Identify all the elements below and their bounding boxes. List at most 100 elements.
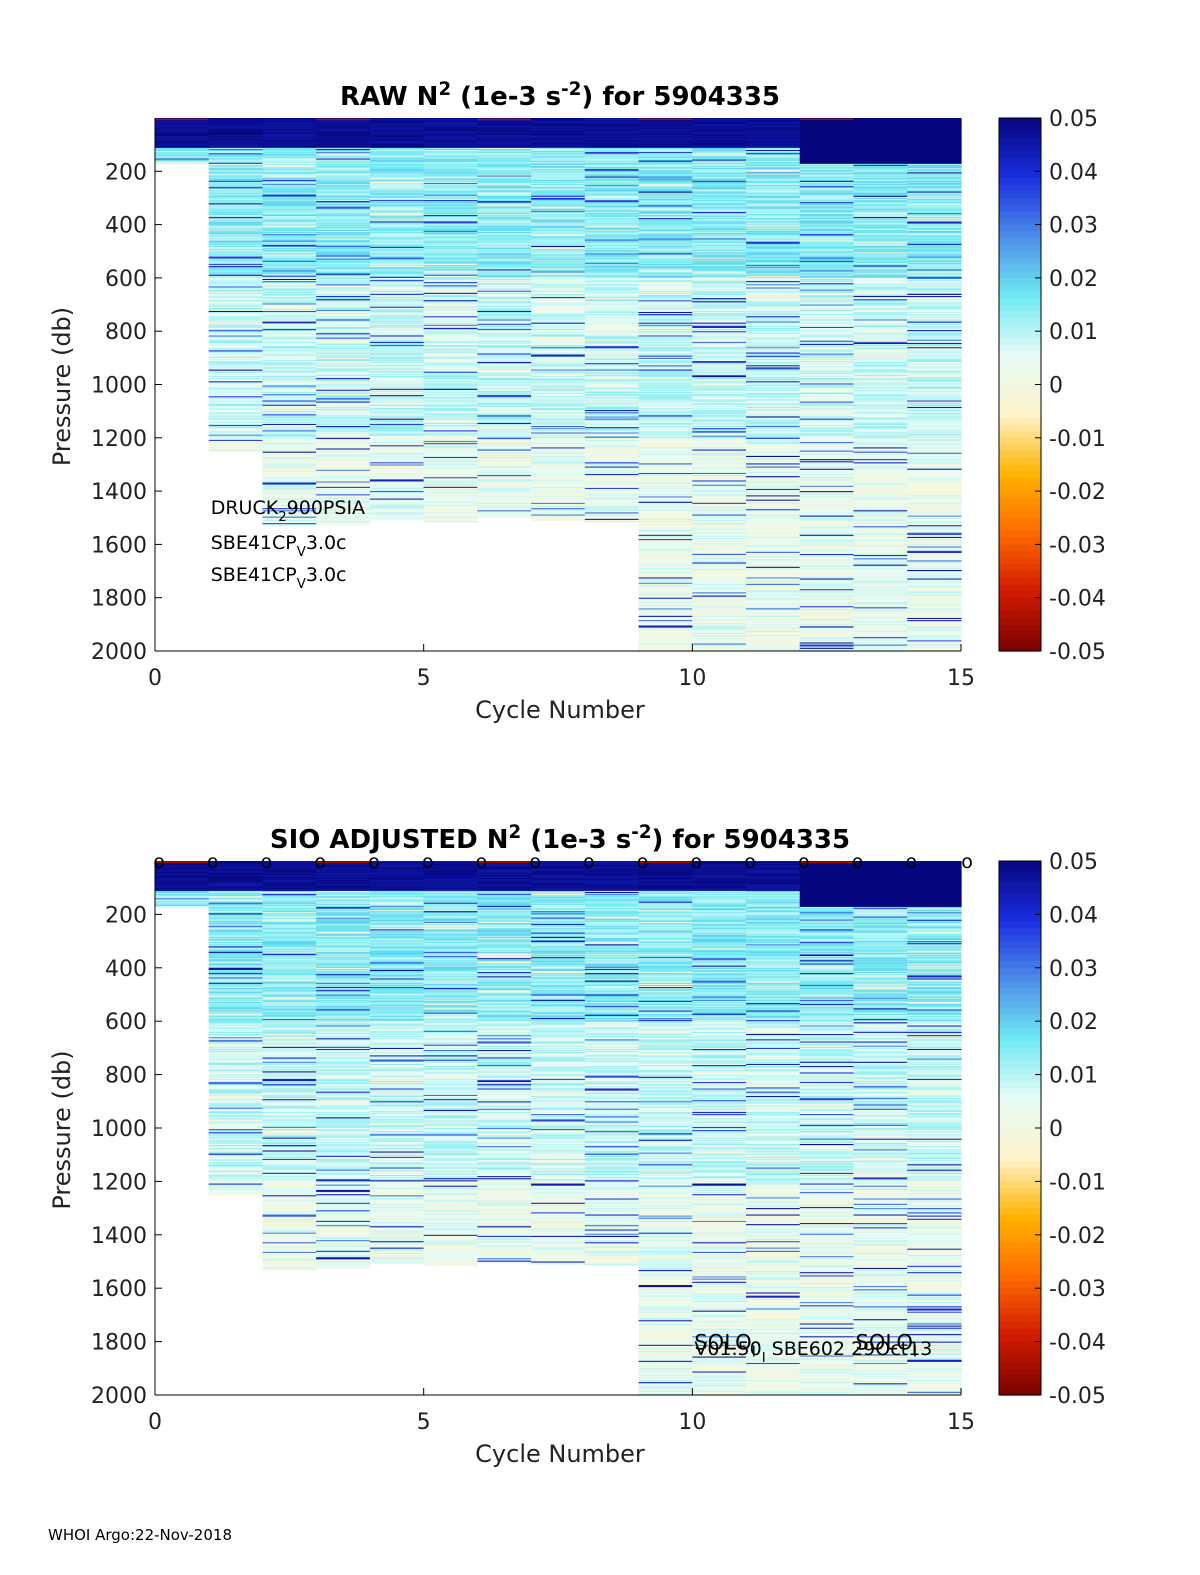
heat-cell	[316, 379, 371, 381]
heat-cell	[369, 246, 425, 249]
heat-cell	[369, 293, 425, 296]
heat-cell	[369, 290, 425, 293]
heat-cell	[316, 278, 371, 281]
heat-cell	[638, 536, 693, 539]
heat-cell	[531, 421, 586, 424]
heat-cell	[799, 458, 855, 460]
heat-cell	[692, 224, 747, 227]
heat-cell	[316, 254, 371, 257]
heat-cell	[369, 517, 425, 520]
heat-cell	[477, 137, 532, 139]
heat-cell	[638, 442, 693, 444]
heat-cell	[638, 128, 693, 131]
heat-cell	[477, 318, 532, 321]
heat-cell	[746, 209, 801, 212]
heat-cell	[531, 494, 586, 496]
heat-cell	[262, 201, 317, 203]
heat-cell	[369, 382, 425, 385]
heat-cell	[208, 253, 264, 256]
heat-cell	[369, 478, 425, 480]
heat-cell	[423, 120, 478, 122]
heat-cell	[477, 347, 532, 349]
heat-cell	[423, 433, 478, 436]
heat-cell	[584, 401, 640, 404]
heat-cell	[316, 137, 371, 139]
heat-cell	[262, 418, 317, 421]
heat-cell	[799, 237, 855, 240]
heat-cell	[692, 496, 747, 499]
heat-cell	[692, 174, 747, 177]
heat-cell	[262, 381, 317, 383]
heat-cell	[316, 510, 371, 512]
heat-cell	[638, 447, 693, 450]
heat-cell	[638, 173, 693, 176]
heat-cell	[477, 252, 532, 254]
heat-cell	[369, 119, 425, 121]
heat-cell	[584, 358, 640, 361]
heat-cell	[531, 208, 586, 211]
heat-cell	[155, 154, 210, 156]
heat-cell	[692, 638, 747, 640]
heat-cell	[369, 455, 425, 458]
heat-cell	[316, 488, 371, 491]
heat-cell	[423, 304, 478, 307]
heat-cell	[799, 553, 855, 556]
heat-cell	[423, 173, 478, 176]
heat-cell	[208, 367, 264, 370]
heat-cell	[584, 377, 640, 379]
heat-cell	[799, 475, 855, 477]
heat-cell	[531, 193, 586, 196]
heat-cell	[316, 338, 371, 341]
heat-cell	[262, 455, 317, 458]
heat-cell	[799, 533, 855, 536]
heat-cell	[692, 598, 747, 601]
heat-cell	[746, 612, 801, 615]
heat-cell	[692, 153, 747, 155]
heat-cell	[423, 396, 478, 398]
heat-cell	[369, 139, 425, 141]
heat-cell	[423, 472, 478, 475]
heat-cell	[692, 161, 747, 164]
heat-cell	[531, 496, 586, 499]
heat-cell	[369, 258, 425, 261]
heat-cell	[638, 459, 693, 461]
heat-cell	[477, 345, 532, 347]
heat-cell	[692, 585, 747, 588]
heat-cell	[423, 204, 478, 207]
heat-cell	[477, 422, 532, 425]
heat-cell	[262, 309, 317, 312]
heat-cell	[369, 179, 425, 182]
heat-cell	[638, 277, 693, 280]
heat-cell	[692, 459, 747, 461]
heat-cell	[746, 599, 801, 602]
heat-cell	[799, 356, 855, 359]
heat-cell	[638, 594, 693, 597]
heat-cell	[477, 393, 532, 395]
heat-cell	[692, 324, 747, 327]
heat-cell	[316, 281, 371, 283]
heat-cell	[369, 422, 425, 425]
heat-cell	[799, 596, 855, 599]
heat-cell	[692, 217, 747, 219]
heat-cell	[316, 194, 371, 197]
heat-cell	[692, 455, 747, 458]
heat-cell	[316, 191, 371, 194]
heat-cell	[799, 125, 855, 128]
heat-cell	[584, 139, 640, 141]
heat-cell	[262, 361, 317, 363]
heat-cell	[799, 159, 855, 162]
heat-cell	[423, 403, 478, 406]
heat-cell	[316, 451, 371, 454]
heat-cell	[692, 221, 747, 224]
heat-cell	[746, 152, 801, 154]
heat-cell	[638, 349, 693, 351]
heat-cell	[477, 342, 532, 345]
heat-cell	[262, 142, 317, 145]
heat-cell	[746, 402, 801, 405]
heat-cell	[746, 350, 801, 353]
heat-cell	[316, 354, 371, 357]
heat-cell	[746, 296, 801, 298]
heat-cell	[423, 430, 478, 433]
heat-cell	[423, 292, 478, 295]
heat-cell	[208, 136, 264, 138]
